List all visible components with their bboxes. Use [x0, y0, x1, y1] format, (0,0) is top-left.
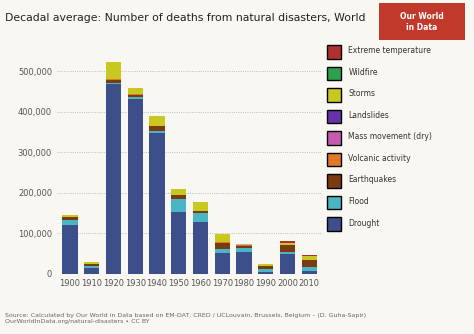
Bar — [280, 241, 295, 243]
Bar — [237, 248, 252, 253]
Bar — [106, 79, 121, 83]
Bar — [84, 262, 100, 264]
Bar — [301, 257, 317, 260]
FancyBboxPatch shape — [327, 110, 341, 123]
Text: Flood: Flood — [348, 197, 369, 206]
Bar — [280, 243, 295, 245]
Bar — [237, 246, 252, 248]
Text: Mass movement (dry): Mass movement (dry) — [348, 133, 432, 141]
Text: Decadal average: Number of deaths from natural disasters, World: Decadal average: Number of deaths from n… — [5, 13, 365, 23]
Text: Drought: Drought — [348, 218, 380, 227]
Bar — [128, 95, 143, 98]
Bar — [258, 264, 273, 266]
Bar — [128, 98, 143, 100]
Bar — [149, 126, 164, 131]
Bar — [171, 195, 186, 199]
Text: Earthquakes: Earthquakes — [348, 175, 397, 184]
Bar — [128, 89, 143, 94]
Bar — [149, 131, 164, 133]
FancyBboxPatch shape — [327, 217, 341, 231]
Text: Wildfire: Wildfire — [348, 68, 378, 77]
Bar — [106, 84, 121, 274]
FancyBboxPatch shape — [327, 196, 341, 209]
FancyBboxPatch shape — [327, 66, 341, 80]
Bar — [215, 234, 230, 242]
Bar — [193, 202, 208, 211]
Bar — [84, 268, 100, 274]
Text: Source: Calculated by Our World in Data based on EM-DAT, CRED / UCLouvain, Bruss: Source: Calculated by Our World in Data … — [5, 313, 366, 324]
Text: Landslides: Landslides — [348, 111, 389, 120]
Bar — [237, 253, 252, 274]
FancyBboxPatch shape — [327, 131, 341, 145]
Bar — [62, 220, 78, 225]
Bar — [215, 242, 230, 249]
FancyBboxPatch shape — [327, 88, 341, 102]
Bar — [258, 269, 273, 272]
Bar — [280, 255, 295, 274]
Bar — [84, 264, 100, 266]
Text: Storms: Storms — [348, 90, 375, 99]
Bar — [301, 271, 317, 274]
Bar — [193, 213, 208, 222]
Bar — [237, 244, 252, 245]
Bar — [301, 261, 317, 267]
Bar — [106, 83, 121, 84]
Bar — [149, 133, 164, 274]
Bar — [128, 100, 143, 274]
Bar — [280, 252, 295, 255]
Bar — [193, 211, 208, 213]
Bar — [193, 222, 208, 274]
FancyBboxPatch shape — [327, 174, 341, 188]
Bar — [171, 199, 186, 212]
Bar — [280, 245, 295, 252]
Bar — [149, 116, 164, 126]
Bar — [84, 266, 100, 268]
Bar — [62, 215, 78, 216]
Bar — [258, 272, 273, 274]
Text: Volcanic activity: Volcanic activity — [348, 154, 411, 163]
Text: Extreme temperature: Extreme temperature — [348, 46, 431, 55]
Bar — [171, 212, 186, 274]
Text: Our World
in Data: Our World in Data — [400, 12, 444, 32]
Bar — [301, 267, 317, 271]
FancyBboxPatch shape — [327, 45, 341, 58]
Bar — [301, 255, 317, 257]
Bar — [258, 266, 273, 269]
Bar — [215, 253, 230, 274]
Bar — [215, 249, 230, 253]
Bar — [106, 62, 121, 79]
Bar — [62, 217, 78, 220]
FancyBboxPatch shape — [327, 153, 341, 166]
Bar — [62, 225, 78, 274]
Bar — [171, 189, 186, 195]
